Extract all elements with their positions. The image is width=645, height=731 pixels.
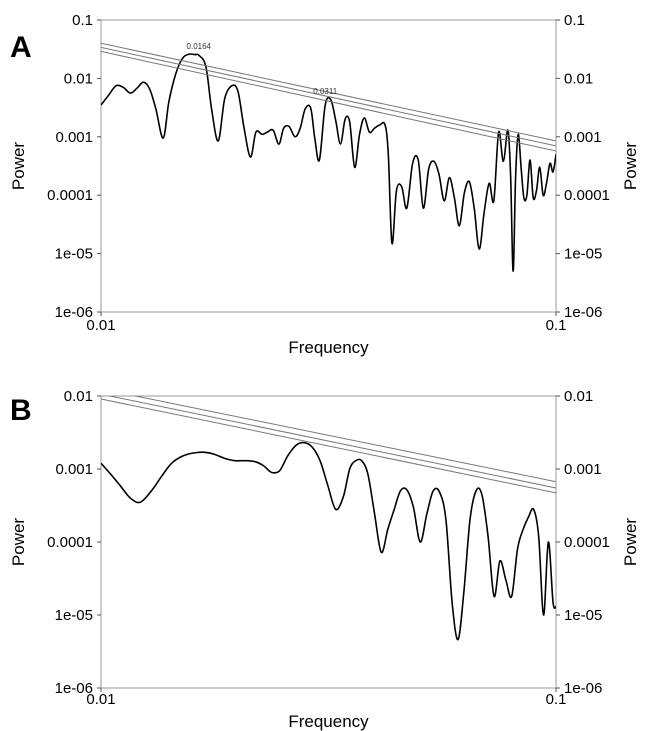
- panel-b-x-axis-title: Frequency: [288, 712, 369, 731]
- panel-a-ytick-label-right: 0.01: [564, 70, 593, 87]
- panel-a-significance-line-2: [101, 46, 556, 147]
- panel-a-ytick-label-right: 1e-06: [564, 304, 602, 321]
- panel-a-ytick-label-left: 0.001: [55, 129, 93, 146]
- panel-b-ytick-label-right: 0.0001: [564, 534, 610, 551]
- panel-b-significance-line-2: [107, 396, 556, 489]
- panel-a-ytick-label-left: 1e-05: [55, 246, 93, 263]
- panel-a-xtick-label: 0.1: [546, 317, 567, 334]
- panel-b-ytick-label-left: 0.01: [64, 388, 93, 405]
- panel-b-ytick-label-left: 1e-06: [55, 680, 93, 697]
- panel-a-x-axis-title: Frequency: [288, 338, 369, 357]
- panel-a-ytick-label-left: 0.1: [72, 12, 93, 29]
- panel-a-peak-label: 0.0311: [313, 87, 337, 96]
- panel-b-ytick-label-left: 1e-05: [55, 607, 93, 624]
- panel-a-y-axis-title-right: Power: [621, 142, 640, 191]
- panel-a-y-axis-title-left: Power: [9, 142, 28, 191]
- panel-b-y-axis-title-right: Power: [621, 518, 640, 567]
- panel-b-ytick-label-left: 0.0001: [47, 534, 93, 551]
- panel-a-spectrum-line: [101, 53, 556, 272]
- panel-a-xtick-label: 0.01: [86, 317, 115, 334]
- panel-b-y-axis-title-left: Power: [9, 518, 28, 567]
- panel-a-ytick-label-left: 0.01: [64, 70, 93, 87]
- panel-b-ytick-label-right: 1e-05: [564, 607, 602, 624]
- panel-a-letter: A: [10, 31, 32, 64]
- panel-a-ytick-label-right: 0.1: [564, 12, 585, 29]
- panel-a-significance-line-1: [101, 42, 556, 142]
- panel-a-ytick-label-right: 1e-05: [564, 246, 602, 263]
- panel-b-letter: B: [10, 394, 32, 427]
- panel-b-spectrum-line: [101, 441, 556, 641]
- panel-b-significance-line-1: [133, 396, 556, 483]
- panel-b-significance-line-3: [101, 398, 556, 494]
- panel-a-significance-line-3: [101, 50, 556, 152]
- panel-a-peak-label: 0.0164: [187, 42, 212, 51]
- panel-b-ytick-label-right: 0.01: [564, 388, 593, 405]
- panel-b-ytick-label-right: 0.001: [564, 461, 602, 478]
- panel-a-ytick-label-right: 0.001: [564, 129, 602, 146]
- panel-a-ytick-label-left: 1e-06: [55, 304, 93, 321]
- panel-b-xtick-label: 0.1: [546, 691, 567, 708]
- panel-b-ytick-label-left: 0.001: [55, 461, 93, 478]
- panel-a-plot-frame: [100, 19, 557, 313]
- panel-a-ytick-label-left: 0.0001: [47, 187, 93, 204]
- panel-b-xtick-label: 0.01: [86, 691, 115, 708]
- panel-a-ytick-label-right: 0.0001: [564, 187, 610, 204]
- panel-b-ytick-label-right: 1e-06: [564, 680, 602, 697]
